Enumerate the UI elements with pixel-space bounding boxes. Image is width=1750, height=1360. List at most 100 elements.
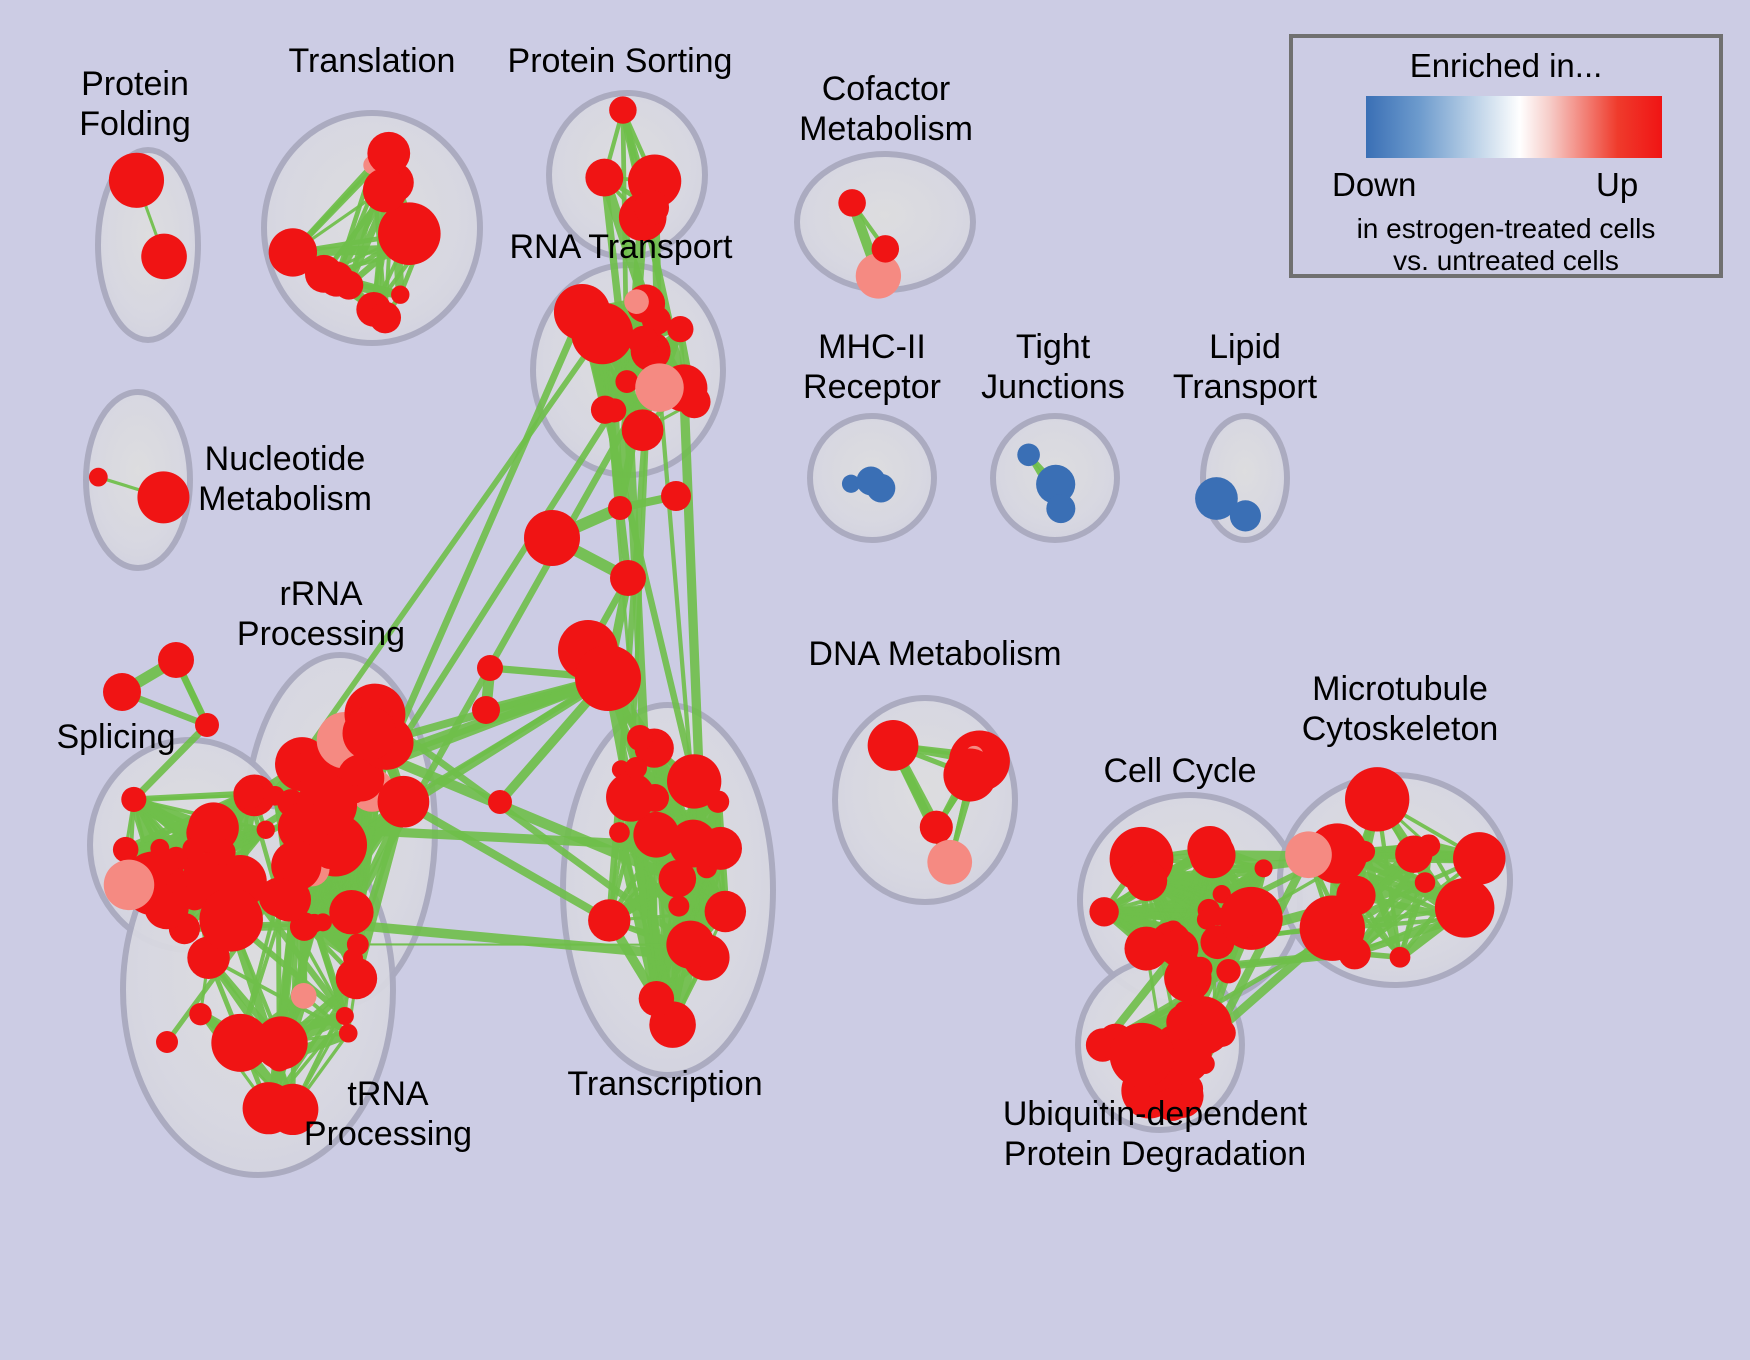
cluster-label-trna_processing: Processing <box>304 1115 472 1153</box>
network-node <box>919 810 953 844</box>
network-node <box>610 560 646 596</box>
network-node <box>667 315 694 343</box>
network-edge <box>371 710 694 949</box>
cluster-label-dna_metabolism: DNA Metabolism <box>808 635 1061 673</box>
network-node <box>609 822 630 843</box>
network-node <box>661 481 691 511</box>
network-node <box>166 872 188 894</box>
cluster-label-ubiquitin_degradation: Protein Degradation <box>1004 1135 1306 1173</box>
network-node <box>254 1016 308 1070</box>
network-edge <box>130 790 252 803</box>
legend-subtitle-line2: vs. untreated cells <box>1393 245 1619 276</box>
network-node <box>369 301 402 334</box>
cluster-label-microtubule_cytoskeleton: Microtubule <box>1312 670 1488 708</box>
network-node <box>268 228 318 277</box>
network-node <box>391 285 410 304</box>
cluster-labels: ProteinFoldingTranslationNucleotideMetab… <box>56 42 1498 1173</box>
network-node <box>1338 937 1371 970</box>
network-node <box>121 786 147 812</box>
network-node <box>704 890 747 933</box>
network-node <box>1017 443 1040 467</box>
network-node <box>621 409 664 452</box>
network-node <box>1046 494 1076 524</box>
network-node <box>633 811 680 858</box>
network-node <box>1192 1024 1216 1048</box>
network-node <box>1254 859 1273 878</box>
cluster-label-transcription: Transcription <box>567 1065 762 1103</box>
network-node <box>277 802 329 853</box>
legend-colorbar <box>1366 96 1662 158</box>
network-node <box>477 655 503 681</box>
network-node <box>524 510 580 566</box>
network-node <box>112 836 139 863</box>
network-node <box>571 302 634 365</box>
network-node <box>1181 984 1204 1008</box>
cluster-label-lipid_transport: Lipid <box>1209 328 1281 366</box>
network-node <box>329 889 374 935</box>
network-node <box>290 983 317 1009</box>
legend: Enriched in... Down Up in estrogen-treat… <box>1289 34 1723 278</box>
network-node <box>1434 878 1495 938</box>
network-node <box>345 785 365 804</box>
cluster-label-rrna_processing: rRNA <box>279 575 362 613</box>
network-node <box>608 496 632 520</box>
network-node <box>855 253 902 299</box>
network-node <box>627 725 653 751</box>
network-node <box>638 980 675 1017</box>
cluster-label-rrna_processing: Processing <box>237 615 405 653</box>
network-node <box>590 395 620 424</box>
network-node <box>103 673 141 711</box>
cluster-label-microtubule_cytoskeleton: Cytoskeleton <box>1302 710 1499 748</box>
network-node <box>943 748 997 802</box>
network-node <box>367 131 411 175</box>
cluster-ellipse-nucleotide_metabolism <box>83 389 193 571</box>
network-node <box>633 189 670 225</box>
network-node <box>609 96 637 124</box>
network-node <box>338 1023 358 1043</box>
network-node <box>666 754 722 809</box>
network-node <box>103 859 155 911</box>
network-node <box>1239 889 1267 917</box>
network-node <box>182 837 205 861</box>
network-node <box>314 837 346 870</box>
cluster-label-trna_processing: tRNA <box>347 1075 429 1113</box>
network-node <box>1036 464 1076 504</box>
network-edge <box>603 673 678 1030</box>
legend-up-label: Up <box>1596 166 1638 203</box>
network-node <box>1187 826 1233 872</box>
network-node <box>871 235 900 263</box>
cluster-label-mhc2_receptor: MHC-II <box>818 328 926 366</box>
cluster-label-translation: Translation <box>289 42 456 80</box>
network-node <box>1126 859 1168 901</box>
network-node <box>1216 958 1241 984</box>
network-node <box>856 466 886 496</box>
network-node <box>181 884 208 911</box>
network-node <box>335 957 378 1000</box>
network-node <box>575 645 641 711</box>
network-node <box>635 363 684 412</box>
network-node <box>335 1006 354 1026</box>
network-node <box>158 642 194 678</box>
network-node <box>1345 767 1410 832</box>
cluster-label-tight_junctions: Junctions <box>981 368 1125 406</box>
network-node <box>488 790 512 814</box>
legend-down-label: Down <box>1332 166 1416 203</box>
network-node <box>199 888 263 952</box>
cluster-label-cofactor_metabolism: Metabolism <box>799 110 973 148</box>
network-node <box>1353 840 1376 863</box>
network-node <box>1194 1053 1215 1074</box>
network-edge <box>609 406 625 513</box>
network-node <box>1212 885 1231 904</box>
network-node <box>1155 1087 1189 1122</box>
network-edge <box>311 920 348 1019</box>
network-edge <box>400 675 611 805</box>
cluster-label-ubiquitin_degradation: Ubiquitin-dependent <box>1003 1095 1308 1133</box>
network-edge <box>226 915 297 1114</box>
legend-title: Enriched in... <box>1410 47 1603 84</box>
cluster-label-rna_transport: RNA Transport <box>510 228 734 266</box>
network-node <box>378 202 441 266</box>
network-node <box>362 168 407 213</box>
cluster-label-tight_junctions: Tight <box>1016 328 1091 366</box>
network-node <box>342 706 397 761</box>
network-node <box>1414 872 1436 893</box>
